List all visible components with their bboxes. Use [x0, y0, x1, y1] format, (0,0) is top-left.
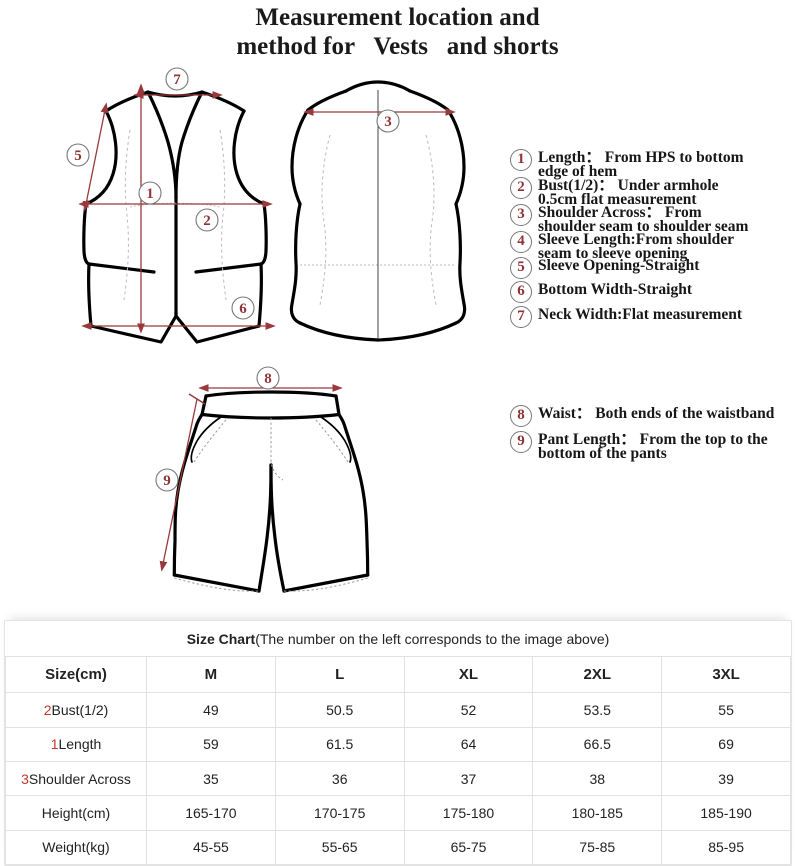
svg-text:3: 3: [384, 114, 392, 130]
svg-text:2: 2: [203, 213, 211, 229]
svg-text:9: 9: [163, 473, 171, 489]
svg-text:8: 8: [264, 371, 272, 387]
svg-text:7: 7: [173, 72, 181, 88]
svg-text:1: 1: [146, 186, 154, 202]
svg-text:5: 5: [74, 148, 82, 164]
svg-text:6: 6: [239, 301, 247, 317]
